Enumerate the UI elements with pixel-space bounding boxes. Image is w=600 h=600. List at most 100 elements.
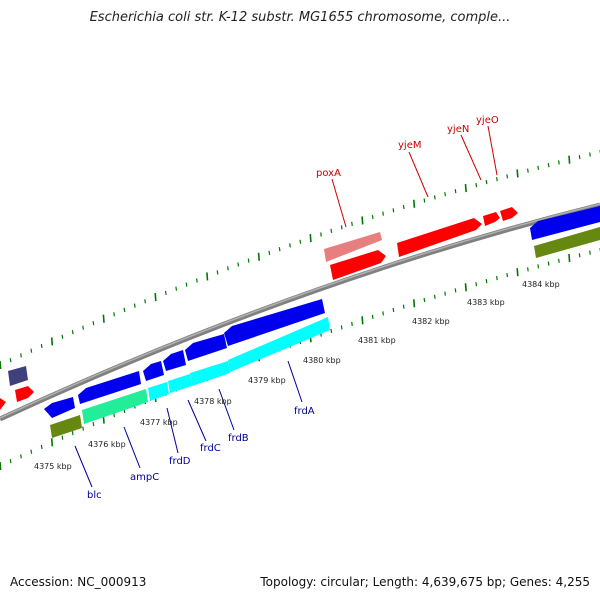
kbp-label-4375: 4375 kbp bbox=[34, 462, 72, 471]
kbp-label-4381: 4381 kbp bbox=[358, 336, 396, 345]
tick-mark bbox=[392, 307, 395, 313]
gene-label-frdD[interactable]: frdD bbox=[169, 456, 191, 467]
ampC-connector bbox=[123, 426, 141, 469]
tick-mark bbox=[113, 413, 115, 418]
gene-yjeN[interactable] bbox=[483, 212, 500, 226]
kbp-label-4384: 4384 kbp bbox=[522, 280, 560, 289]
inner-tick-track bbox=[0, 248, 600, 471]
blc-connector bbox=[74, 445, 93, 488]
tick-mark bbox=[413, 199, 416, 208]
tick-mark bbox=[506, 174, 509, 179]
tick-mark bbox=[413, 299, 416, 308]
tick-mark bbox=[113, 312, 115, 317]
tick-mark bbox=[444, 291, 446, 296]
tick-mark bbox=[589, 152, 591, 157]
tick-mark bbox=[154, 293, 157, 302]
gene-frdC-cyan[interactable] bbox=[168, 374, 192, 393]
gene-ampC[interactable] bbox=[78, 371, 141, 404]
tick-mark bbox=[278, 247, 281, 252]
gene-left-purple[interactable] bbox=[8, 366, 28, 386]
gene-frdB[interactable] bbox=[185, 334, 227, 361]
tick-mark bbox=[558, 160, 560, 165]
tick-mark bbox=[340, 225, 343, 230]
tick-mark bbox=[527, 267, 529, 272]
poxA-connector bbox=[331, 178, 347, 228]
yjeN-connector bbox=[460, 134, 482, 181]
tick-mark bbox=[289, 243, 291, 248]
tick-mark bbox=[216, 270, 219, 275]
gene-yjeO[interactable] bbox=[500, 207, 518, 221]
tick-mark bbox=[537, 264, 540, 269]
tick-mark bbox=[92, 422, 95, 427]
tick-mark bbox=[454, 189, 457, 194]
gene-frdD-cyan[interactable] bbox=[148, 382, 169, 401]
tick-mark bbox=[185, 282, 188, 287]
topology-text: Topology: circular; Length: 4,639,675 bp… bbox=[260, 575, 590, 589]
tick-mark bbox=[578, 155, 581, 160]
tick-mark bbox=[257, 252, 260, 261]
tick-mark bbox=[40, 343, 43, 349]
tick-mark bbox=[568, 253, 571, 263]
tick-mark bbox=[320, 232, 322, 237]
tick-mark bbox=[227, 266, 229, 271]
chromosome-backbone bbox=[0, 202, 600, 422]
tick-mark bbox=[496, 276, 498, 281]
gene-yjeM[interactable] bbox=[397, 218, 482, 257]
gene-frdA[interactable] bbox=[224, 299, 325, 346]
tick-mark bbox=[516, 169, 519, 178]
tick-mark bbox=[433, 195, 436, 200]
tick-mark bbox=[568, 155, 571, 164]
gene-ampC-green[interactable] bbox=[82, 389, 148, 424]
tick-mark bbox=[464, 184, 467, 193]
gene-label-ampC[interactable]: ampC bbox=[130, 472, 159, 483]
tick-mark bbox=[50, 438, 54, 447]
gene-right-blue[interactable] bbox=[530, 206, 600, 240]
tick-mark bbox=[237, 262, 240, 267]
yjeM-connector bbox=[408, 151, 429, 198]
tick-mark bbox=[61, 435, 64, 440]
gene-left-red[interactable] bbox=[15, 386, 34, 402]
tick-mark bbox=[496, 177, 498, 182]
kbp-label-4377: 4377 kbp bbox=[140, 418, 178, 427]
gene-poxA-light[interactable] bbox=[324, 232, 382, 262]
gene-label-frdA[interactable]: frdA bbox=[294, 406, 315, 417]
tick-mark bbox=[340, 325, 343, 330]
gene-label-frdB[interactable]: frdB bbox=[228, 433, 249, 444]
tick-mark bbox=[50, 337, 54, 346]
gene-frdB-cyan[interactable] bbox=[190, 361, 230, 386]
gene-right-olive[interactable] bbox=[534, 227, 600, 258]
gene-label-yjeO[interactable]: yjeO bbox=[476, 115, 499, 126]
gene-frdD[interactable] bbox=[143, 361, 164, 381]
gene-frdC[interactable] bbox=[163, 350, 186, 371]
tick-mark bbox=[247, 258, 250, 263]
gene-blc[interactable] bbox=[44, 397, 75, 418]
gene-label-yjeN[interactable]: yjeN bbox=[447, 124, 469, 135]
tick-mark bbox=[506, 273, 509, 278]
gene-frdA-cyan[interactable] bbox=[228, 317, 330, 372]
map-title: Escherichia coli str. K-12 substr. MG165… bbox=[89, 10, 511, 25]
tick-mark bbox=[547, 163, 550, 168]
frdC-connector bbox=[187, 399, 207, 442]
gene-label-poxA[interactable]: poxA bbox=[316, 168, 341, 179]
tick-mark bbox=[547, 261, 550, 266]
tick-mark bbox=[175, 286, 178, 291]
gene-left-edge-red[interactable] bbox=[0, 398, 6, 410]
tick-mark bbox=[392, 208, 395, 213]
tick-mark bbox=[485, 279, 488, 284]
tick-mark bbox=[20, 454, 22, 459]
kbp-label-4379: 4379 kbp bbox=[248, 376, 286, 385]
tick-mark bbox=[454, 288, 457, 293]
gene-poxA[interactable] bbox=[330, 250, 386, 280]
tick-mark bbox=[133, 303, 136, 308]
gene-label-frdC[interactable]: frdC bbox=[200, 443, 221, 454]
tick-mark bbox=[206, 272, 209, 281]
tick-mark bbox=[92, 321, 95, 326]
gene-label-blc[interactable]: blc bbox=[87, 490, 102, 501]
tick-mark bbox=[402, 204, 405, 210]
gene-blc-olive[interactable] bbox=[50, 415, 82, 438]
tick-mark bbox=[361, 316, 364, 325]
kbp-label-4378: 4378 kbp bbox=[194, 397, 232, 406]
gene-label-yjeM[interactable]: yjeM bbox=[398, 140, 421, 151]
yjeO-connector bbox=[487, 125, 498, 176]
